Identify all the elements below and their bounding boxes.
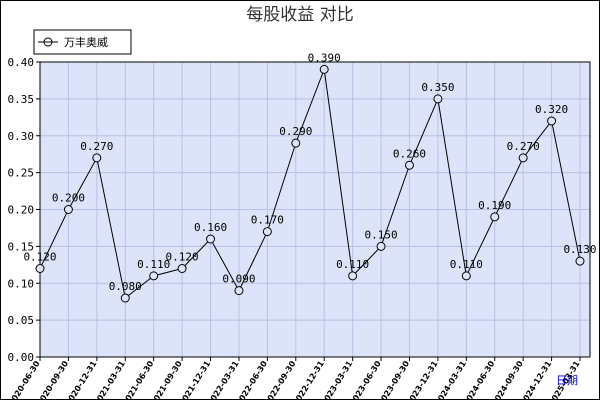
data-point-marker [35,264,45,273]
data-point-marker [234,286,244,296]
y-tick-label: 0.10 [8,277,35,290]
legend: 万丰奥威 [33,29,132,55]
data-point-marker [149,271,159,281]
data-point-marker [319,64,329,74]
data-label: 0.090 [222,273,255,286]
data-label: 0.270 [80,140,113,153]
data-label: 0.190 [478,199,511,212]
y-tick-label: 0.35 [8,93,35,106]
data-point-marker [376,241,386,251]
data-label: 0.270 [507,140,540,153]
y-tick-label: 0.00 [8,351,35,364]
y-tick-label: 0.20 [8,204,35,217]
data-label: 0.120 [23,251,56,264]
y-tick-label: 0.30 [8,130,35,143]
data-point-marker [433,94,443,104]
data-label: 0.110 [137,258,170,271]
legend-marker-icon [43,37,53,47]
series-line-layer [35,64,585,303]
data-labels: 0.1200.2000.2700.0800.1100.1200.1600.090… [23,51,596,293]
chart-title: 每股收益 对比 [246,5,353,25]
data-point-marker [120,293,130,303]
series-line [39,69,581,299]
data-label: 0.110 [450,258,483,271]
data-point-marker [490,212,500,222]
data-label: 0.170 [251,214,284,227]
data-label: 0.290 [279,125,312,138]
data-label: 0.200 [52,192,85,205]
data-point-marker [575,256,585,266]
data-label: 0.130 [563,243,596,256]
data-label: 0.350 [421,81,454,94]
y-tick-label: 0.40 [8,56,35,69]
data-label: 0.150 [364,228,397,241]
data-label: 0.120 [166,251,199,264]
data-point-marker [404,160,414,170]
data-label: 0.390 [308,51,341,64]
data-point-marker [291,138,301,148]
y-tick-label: 0.15 [8,240,35,253]
data-label: 0.080 [109,280,142,293]
data-point-marker [63,205,73,214]
data-point-marker [262,227,272,237]
data-point-marker [177,264,187,273]
data-label: 0.320 [535,103,568,116]
data-point-marker [348,271,358,281]
data-point-marker [206,234,216,244]
data-point-marker [461,271,471,281]
data-point-marker [92,153,102,163]
data-label: 0.260 [393,147,426,160]
data-point-marker [518,153,528,163]
x-axis-corner-label: 日期 [556,374,578,387]
data-point-marker [547,116,557,126]
y-tick-label: 0.25 [8,167,35,180]
plot-border [39,61,591,358]
legend-label: 万丰奥威 [64,35,108,49]
y-tick-label: 0.05 [8,314,35,327]
data-label: 0.110 [336,258,369,271]
data-label: 0.160 [194,221,227,234]
